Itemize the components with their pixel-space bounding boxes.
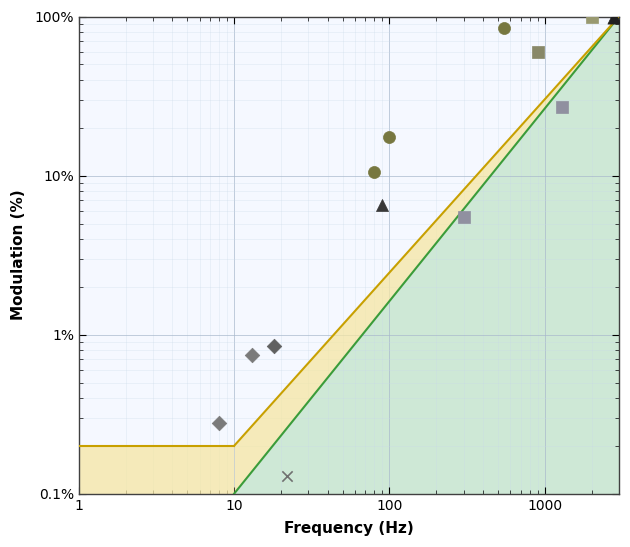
Point: [369, 168, 379, 177]
Point: [587, 13, 597, 22]
Point: [247, 350, 257, 359]
Point: [532, 48, 542, 56]
Point: [558, 103, 568, 112]
Point: [214, 418, 224, 427]
X-axis label: Frequency (Hz): Frequency (Hz): [284, 521, 414, 536]
Point: [459, 213, 469, 222]
Point: [282, 471, 292, 480]
Point: [609, 12, 619, 21]
Point: [500, 24, 510, 32]
Point: [269, 341, 279, 350]
Point: [377, 201, 387, 210]
Point: [384, 132, 394, 141]
Y-axis label: Modulation (%): Modulation (%): [11, 190, 26, 321]
